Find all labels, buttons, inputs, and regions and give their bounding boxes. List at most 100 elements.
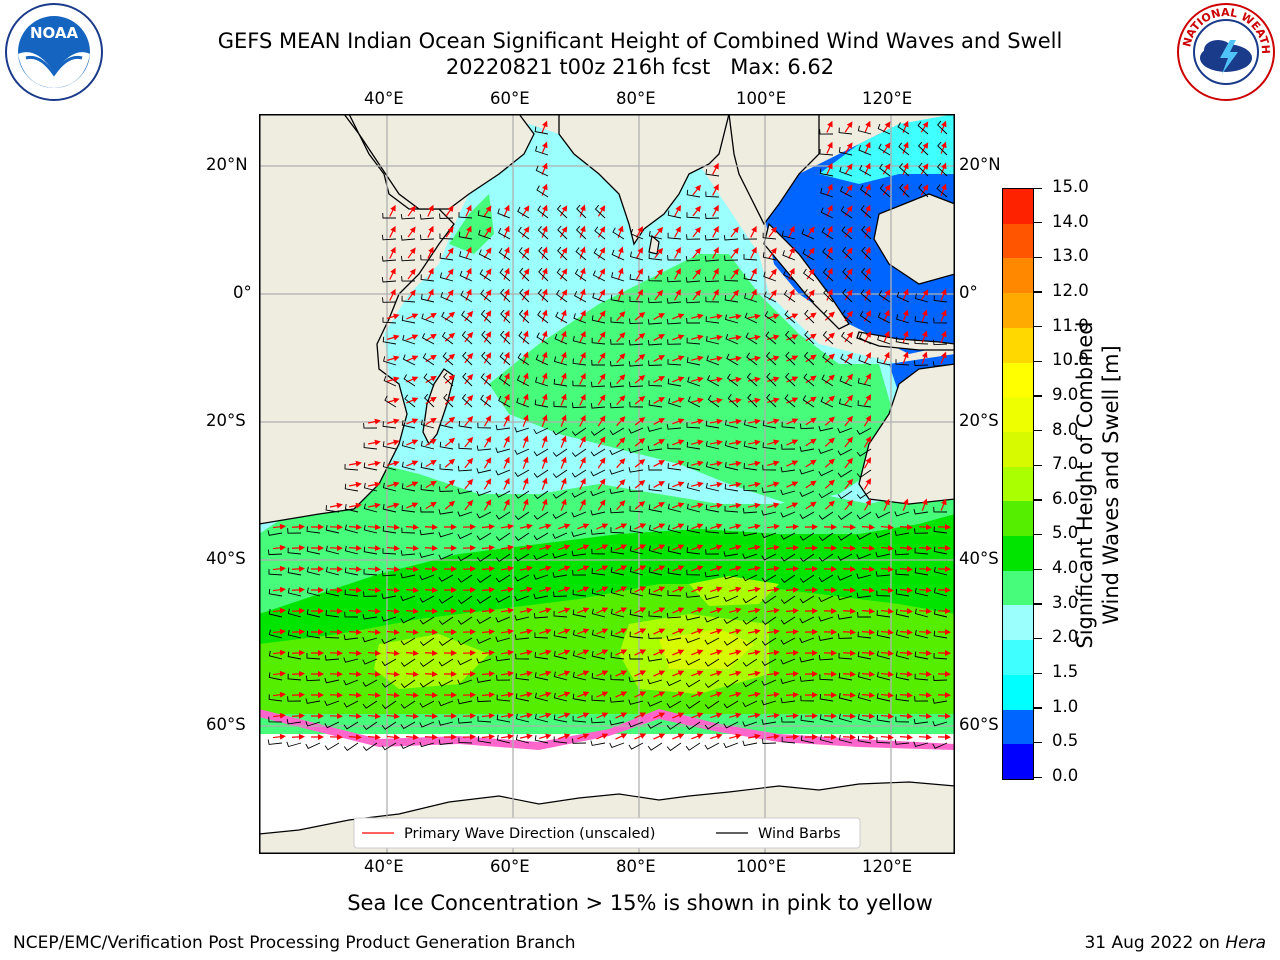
wind-barb <box>535 145 549 156</box>
wind-barb <box>723 595 739 602</box>
wave-direction-arrow <box>539 628 552 635</box>
wind-barb <box>781 444 796 450</box>
wind-barb <box>344 524 359 534</box>
wave-direction-arrow <box>653 418 665 425</box>
wind-barb <box>479 269 492 282</box>
wind-barb <box>648 360 663 366</box>
wind-barb <box>590 469 606 477</box>
wave-direction-arrow <box>786 418 799 425</box>
wind-barb <box>877 334 891 345</box>
wind-barb <box>441 331 454 345</box>
wind-barb <box>838 633 853 639</box>
wave-direction-arrow <box>519 544 533 551</box>
wave-direction-arrow <box>940 330 947 343</box>
wind-barb <box>629 296 644 303</box>
wave-direction-arrow <box>541 225 548 238</box>
wind-barb <box>306 587 321 597</box>
wind-barb <box>533 532 549 541</box>
wind-barb <box>419 552 435 558</box>
wave-direction-arrow <box>367 502 381 509</box>
wind-barb <box>876 630 891 639</box>
wave-direction-arrow <box>805 312 817 321</box>
wind-barb <box>784 330 796 345</box>
wind-barb <box>533 490 549 500</box>
wave-direction-arrow <box>444 416 456 426</box>
wave-direction-arrow <box>348 481 362 488</box>
wave-direction-arrow <box>844 226 853 238</box>
wind-barb <box>553 714 568 723</box>
wave-direction-arrow <box>579 204 586 217</box>
wind-barb <box>461 331 473 345</box>
wind-barb <box>344 611 359 618</box>
wave-direction-arrow <box>597 247 606 259</box>
wind-barb <box>591 672 606 681</box>
wave-direction-arrow <box>920 184 929 196</box>
colorbar-segment <box>1003 223 1033 259</box>
wind-barb <box>438 574 454 582</box>
wind-barb <box>572 738 587 744</box>
wind-barb <box>610 630 625 639</box>
wave-direction-arrow <box>653 523 666 530</box>
wind-barb <box>725 333 739 345</box>
wave-direction-arrow <box>272 712 286 719</box>
wave-direction-arrow <box>672 544 685 551</box>
wind-barb <box>746 352 758 366</box>
wind-barb <box>421 313 435 324</box>
wave-direction-arrow <box>348 502 362 509</box>
wind-barb <box>382 548 397 555</box>
wind-barb <box>552 469 568 479</box>
wind-barb <box>287 651 302 660</box>
wave-direction-arrow <box>407 226 416 238</box>
wave-direction-arrow <box>519 586 533 593</box>
wind-barb <box>344 483 359 492</box>
wave-direction-arrow <box>445 289 454 301</box>
wind-barb <box>723 235 739 241</box>
wind-barb <box>514 448 530 455</box>
wind-barb <box>476 468 492 474</box>
wind-barb <box>516 397 530 408</box>
wave-direction-arrow <box>291 691 305 698</box>
wave-direction-arrow <box>503 372 510 385</box>
wind-barb <box>895 629 910 639</box>
wind-barb <box>879 163 891 177</box>
wave-direction-arrow <box>616 458 626 469</box>
wave-direction-arrow <box>653 313 665 320</box>
wind-barb <box>343 657 359 663</box>
wave-direction-arrow <box>596 712 609 719</box>
colorbar-tick-label: 0.0 <box>1052 766 1079 785</box>
wind-barb <box>571 448 587 458</box>
wind-barb <box>877 312 891 324</box>
wind-barb <box>438 509 454 515</box>
wave-direction-arrow <box>634 628 647 635</box>
colorbar-tick-label: 2.0 <box>1052 627 1079 647</box>
wave-direction-arrow <box>425 438 437 447</box>
wind-barb <box>780 553 796 562</box>
wave-direction-arrow <box>615 628 628 635</box>
wind-barb <box>648 230 663 240</box>
wind-barb <box>859 184 872 198</box>
wind-barb <box>325 632 340 639</box>
wind-barb <box>818 490 834 499</box>
wave-direction-arrow <box>880 713 894 720</box>
wave-direction-arrow <box>918 713 932 720</box>
wave-direction-arrow <box>579 351 586 364</box>
wind-barb <box>576 204 587 219</box>
wave-direction-arrow <box>842 608 856 615</box>
wind-barb <box>536 332 549 345</box>
wave-direction-arrow <box>558 733 571 740</box>
top-tick-120e: 120°E <box>862 89 913 108</box>
wind-barb <box>419 637 435 647</box>
wind-barb <box>742 530 758 537</box>
wave-direction-arrow <box>672 355 685 362</box>
wind-barb <box>895 716 910 723</box>
wave-direction-arrow <box>728 355 742 362</box>
left-tick-20s: 20°S <box>206 411 246 430</box>
wind-barb <box>895 694 910 702</box>
wave-direction-arrow <box>407 247 416 259</box>
wave-direction-arrow <box>483 310 492 322</box>
wind-barb <box>799 657 815 663</box>
wave-direction-arrow <box>386 671 400 678</box>
wave-direction-arrow <box>672 649 685 656</box>
footer-left: NCEP/EMC/Verification Post Processing Pr… <box>13 933 576 953</box>
wind-barb <box>822 268 834 282</box>
